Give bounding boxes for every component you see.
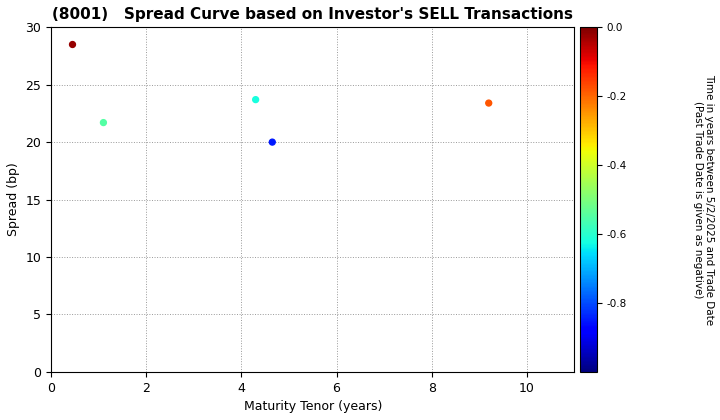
Y-axis label: Spread (bp): Spread (bp) [7, 163, 20, 236]
X-axis label: Maturity Tenor (years): Maturity Tenor (years) [243, 400, 382, 413]
Point [67, 41, 78, 48]
Point [266, 139, 278, 145]
Title: (8001)   Spread Curve based on Investor's SELL Transactions: (8001) Spread Curve based on Investor's … [53, 7, 573, 22]
Point [483, 100, 495, 106]
Y-axis label: Time in years between 5/2/2025 and Trade Date
(Past Trade Date is given as negat: Time in years between 5/2/2025 and Trade… [693, 74, 714, 325]
Point [98, 119, 109, 126]
Point [250, 96, 261, 103]
